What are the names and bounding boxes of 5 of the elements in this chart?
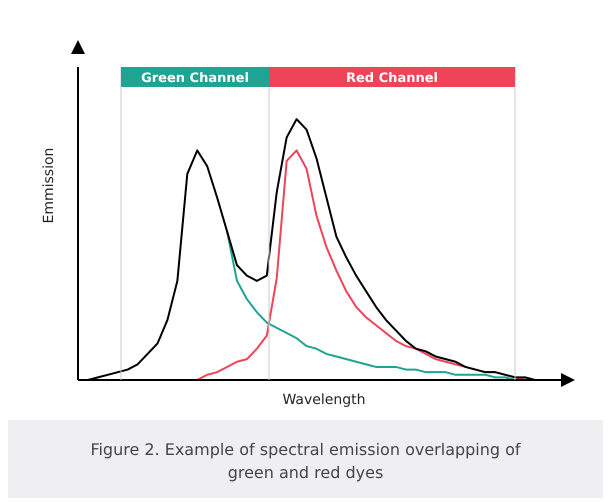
y-axis-title: Emmission (40, 148, 57, 224)
text: Red Channel (346, 71, 438, 86)
caption: Figure 2. Example of spectral emission overlapping of green and red dyes (89, 439, 522, 484)
x-axis-title: Wavelength (282, 392, 366, 408)
text: Green Channel (141, 71, 249, 86)
